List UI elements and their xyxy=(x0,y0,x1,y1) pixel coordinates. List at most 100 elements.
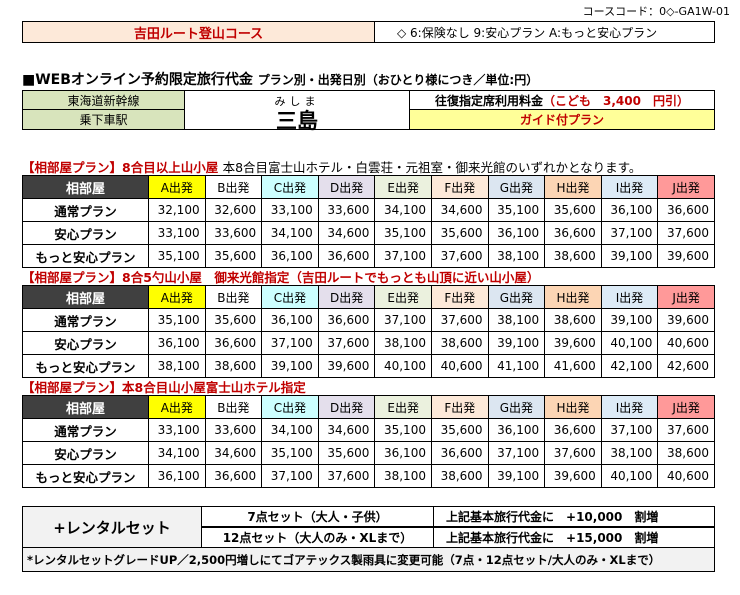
plan-name: 安心プラン xyxy=(22,221,149,245)
plan-name: 安心プラン xyxy=(22,441,149,465)
price-cell: 34,600 xyxy=(204,441,263,465)
table-header-row: 相部屋 A出発 B出発 C出発 D出発 E出発 F出発 G出発 H出発 I出発 J出発 xyxy=(22,285,715,309)
price-cell: 38,600 xyxy=(430,331,489,355)
price-cell: 35,600 xyxy=(204,244,263,268)
price-cell: 34,600 xyxy=(430,198,489,222)
departure-header: A出発 xyxy=(148,285,206,309)
departure-header: J出発 xyxy=(657,175,715,199)
price-cell: 39,100 xyxy=(487,464,546,488)
price-cell: 36,600 xyxy=(430,441,489,465)
departure-header: E出発 xyxy=(374,285,432,309)
guide-plan-label: ガイド付プラン xyxy=(410,110,715,130)
departure-header: D出発 xyxy=(317,175,376,199)
price-cell: 35,600 xyxy=(317,441,376,465)
departure-header: D出発 xyxy=(317,395,376,419)
price-table-2: 相部屋 A出発 B出発 C出発 D出発 E出発 F出発 G出発 H出発 I出発 J出発 通常プラン 35… xyxy=(22,285,715,378)
price-cell: 39,100 xyxy=(487,331,546,355)
rental-set-7: 7点セット（大人・子供） xyxy=(202,506,434,527)
room-type-header: 相部屋 xyxy=(22,285,149,309)
station-box: みしま 三島 xyxy=(185,90,410,133)
departure-header: G出発 xyxy=(487,285,546,309)
price-cell: 36,100 xyxy=(148,464,206,488)
departure-header: B出発 xyxy=(204,285,263,309)
plan-name: 安心プラン xyxy=(22,331,149,355)
price-cell: 37,100 xyxy=(600,221,659,245)
price-cell: 36,100 xyxy=(600,198,659,222)
fare-label: 往復指定席利用料金 xyxy=(435,93,544,108)
station-ruby: みしま xyxy=(274,95,320,108)
price-cell: 36,600 xyxy=(317,308,376,332)
price-cell: 39,600 xyxy=(657,308,715,332)
table-row: 安心プラン 36,100 36,600 37,100 37,600 38,100 38,60… xyxy=(22,331,715,355)
rental-price-label: 上記基本旅行代金に xyxy=(446,510,555,524)
plan-name: 通常プラン xyxy=(22,308,149,332)
price-cell: 35,100 xyxy=(148,308,206,332)
table-header-row: 相部屋 A出発 B出発 C出発 D出発 E出発 F出発 G出発 H出発 I出発 J出発 xyxy=(22,395,715,419)
price-cell: 38,100 xyxy=(487,244,546,268)
departure-header: E出発 xyxy=(374,395,432,419)
section-title-2: 【相部屋プラン】8合5勺山小屋 御来光館指定（吉田ルートでもっとも山頂に近い山小… xyxy=(22,267,539,286)
departure-header: J出発 xyxy=(657,285,715,309)
section-title-text: 【相部屋プラン】本8合目山小屋富士山ホテル指定 xyxy=(22,380,306,395)
price-cell: 38,600 xyxy=(657,441,715,465)
price-cell: 33,600 xyxy=(204,418,263,442)
section-note: 本8合目富士山ホテル・白雲荘・元祖室・御来光館のいずれかとなります。 xyxy=(222,160,642,175)
price-cell: 42,100 xyxy=(600,354,659,378)
price-cell: 37,600 xyxy=(657,418,715,442)
table-row: 通常プラン 35,100 35,600 36,100 36,600 37,100 37,60… xyxy=(22,308,715,332)
section-title-1: 【相部屋プラン】8合目以上山小屋 本8合目富士山ホテル・白雲荘・元祖室・御来光館… xyxy=(22,157,641,176)
table-row: 安心プラン 33,100 33,600 34,100 34,600 35,100 35,60… xyxy=(22,221,715,245)
table-row: もっと安心プラン 36,100 36,600 37,100 37,600 38,100 38… xyxy=(22,464,715,488)
table-header-row: 相部屋 A出発 B出発 C出発 D出発 E出発 F出発 G出発 H出発 I出発 J出発 xyxy=(22,175,715,199)
section-title-text: 【相部屋プラン】8合目以上山小屋 xyxy=(22,160,219,175)
section-title-text: 【相部屋プラン】8合5勺山小屋 御来光館指定（吉田ルートでもっとも山頂に近い山小… xyxy=(22,270,540,285)
price-cell: 36,600 xyxy=(317,244,376,268)
price-cell: 42,600 xyxy=(657,354,715,378)
price-cell: 34,600 xyxy=(317,221,376,245)
departure-header: I出発 xyxy=(600,285,659,309)
rental-price-value: +10,000 割増 xyxy=(566,510,659,524)
price-cell: 32,600 xyxy=(204,198,263,222)
departure-header: F出発 xyxy=(430,285,489,309)
departure-header: E出発 xyxy=(374,175,432,199)
price-cell: 38,100 xyxy=(600,441,659,465)
price-cell: 35,100 xyxy=(261,441,319,465)
fare-note: 往復指定席利用料金 （こども 3,400 円引） xyxy=(410,90,715,110)
departure-header: H出発 xyxy=(544,395,602,419)
course-code: コースコード：0◇-GA1W-01 xyxy=(582,5,730,18)
price-cell: 34,100 xyxy=(148,441,206,465)
plan-name: 通常プラン xyxy=(22,418,149,442)
price-cell: 35,600 xyxy=(544,198,602,222)
price-cell: 33,600 xyxy=(204,221,263,245)
table-row: 安心プラン 34,100 34,600 35,100 35,600 36,100 36,60… xyxy=(22,441,715,465)
price-cell: 34,100 xyxy=(261,418,319,442)
price-cell: 37,100 xyxy=(374,308,432,332)
route-boarding-label: 乗下車駅 xyxy=(22,110,185,130)
price-heading-sub: プラン別・出発日別（おひとり様につき／単位:円） xyxy=(257,73,539,87)
price-table-3: 相部屋 A出発 B出発 C出発 D出発 E出発 F出発 G出発 H出発 I出発 J出発 通常プラン 33… xyxy=(22,395,715,488)
price-cell: 38,600 xyxy=(544,308,602,332)
price-cell: 36,600 xyxy=(204,464,263,488)
price-cell: 37,100 xyxy=(487,441,546,465)
departure-header: F出発 xyxy=(430,395,489,419)
departure-header: I出発 xyxy=(600,395,659,419)
rental-title: +レンタルセット xyxy=(22,506,202,548)
price-cell: 36,600 xyxy=(544,221,602,245)
departure-header: G出発 xyxy=(487,395,546,419)
price-cell: 32,100 xyxy=(148,198,206,222)
table-row: もっと安心プラン 35,100 35,600 36,100 36,600 37,100 37… xyxy=(22,244,715,268)
price-cell: 37,600 xyxy=(317,464,376,488)
table-row: 通常プラン 33,100 33,600 34,100 34,600 35,100 35,60… xyxy=(22,418,715,442)
price-cell: 33,100 xyxy=(148,221,206,245)
price-cell: 38,100 xyxy=(148,354,206,378)
price-cell: 34,100 xyxy=(261,221,319,245)
station-name: 三島 xyxy=(276,109,318,133)
price-cell: 36,100 xyxy=(261,244,319,268)
price-cell: 39,600 xyxy=(544,464,602,488)
plan-name: もっと安心プラン xyxy=(22,464,149,488)
price-cell: 37,600 xyxy=(430,308,489,332)
departure-header: B出発 xyxy=(204,175,263,199)
route-line: 東海道新幹線 xyxy=(22,90,185,110)
table-row: もっと安心プラン 38,100 38,600 39,100 39,600 40,100 40… xyxy=(22,354,715,378)
table-row: 通常プラン 32,100 32,600 33,100 33,600 34,100 34,60… xyxy=(22,198,715,222)
